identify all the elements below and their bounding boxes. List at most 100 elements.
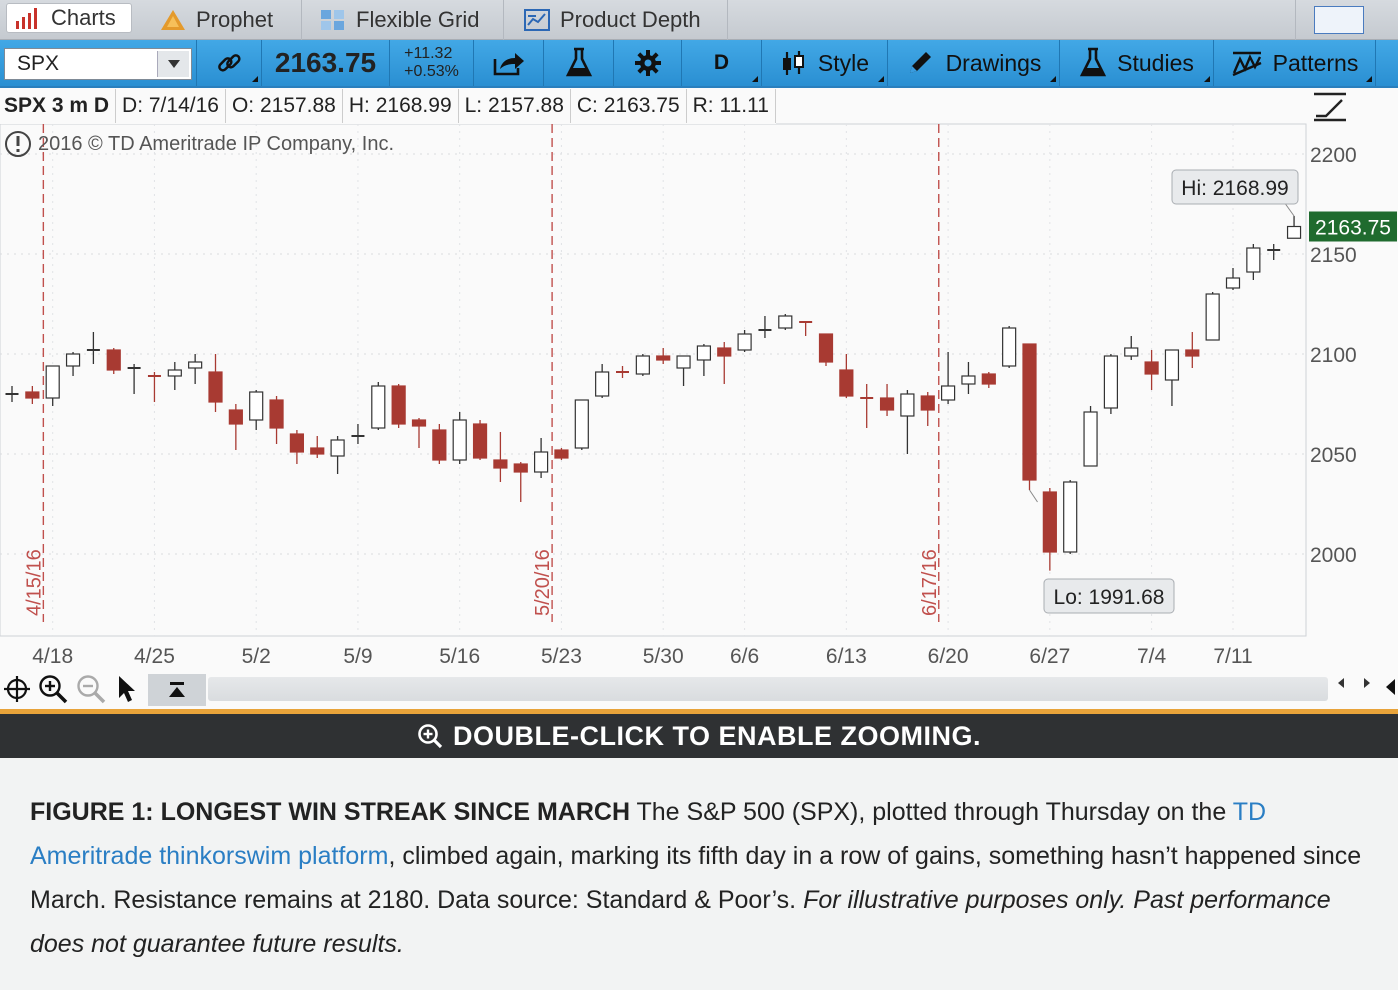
aggregation-button[interactable]: D	[682, 40, 762, 86]
candle-body	[778, 315, 793, 329]
caption-area	[0, 758, 1398, 990]
x-tick-label: 7/11	[1213, 645, 1252, 668]
candle-body	[289, 433, 304, 453]
bar-close: C: 2163.75	[571, 89, 687, 123]
symbol-input[interactable]: SPX	[4, 48, 192, 80]
candle-body	[920, 395, 935, 411]
copyright-row: 2016 © TD Ameritrade IP Company, Inc.	[4, 130, 394, 158]
chart-tools-bar	[0, 670, 1398, 708]
candle-body	[1124, 347, 1139, 357]
crosshair-tool[interactable]	[0, 672, 34, 706]
pointer-tool[interactable]	[110, 672, 144, 706]
candle-body	[1042, 491, 1057, 553]
link-button[interactable]	[196, 40, 262, 86]
horizontal-scrollbar[interactable]	[208, 677, 1328, 701]
candle-body	[472, 423, 488, 459]
candle-body	[1164, 349, 1180, 381]
candle-body	[228, 409, 243, 425]
change-pct: +0.53%	[404, 63, 459, 80]
candle-body	[879, 397, 895, 411]
x-tick-label: 5/2	[242, 645, 271, 668]
bar-open: O: 2157.88	[226, 89, 343, 123]
candle-body	[1185, 349, 1200, 357]
crosshair-icon	[4, 676, 30, 702]
studies-label: Studies	[1117, 49, 1194, 76]
candle-body	[208, 371, 223, 403]
info-circle-icon[interactable]	[4, 130, 32, 158]
candle-body	[269, 399, 284, 429]
x-tick-label: 4/18	[32, 645, 73, 668]
price-labels: Hi: 2168.99 Lo: 1991.68 2163.75	[1029, 169, 1397, 614]
x-tick-label: 5/30	[643, 645, 684, 668]
tab-divider	[1295, 0, 1296, 40]
style-label: Style	[817, 49, 870, 76]
scroll-left-button[interactable]	[1336, 676, 1346, 693]
candle-body	[656, 355, 671, 361]
flask-button[interactable]	[544, 40, 614, 86]
patterns-icon	[1232, 51, 1262, 77]
bar-date: D: 7/14/16	[116, 89, 226, 123]
settings-button[interactable]	[614, 40, 682, 86]
zoom-in-tool[interactable]	[36, 672, 70, 706]
style-button[interactable]: Style	[762, 40, 888, 86]
share-icon	[493, 53, 524, 76]
patterns-button[interactable]: Patterns	[1214, 40, 1376, 86]
zoom-out-tool[interactable]	[74, 672, 108, 706]
link-icon	[218, 54, 241, 72]
tab-flexible-grid[interactable]: Flexible Grid	[302, 0, 504, 40]
zoom-banner-icon	[417, 723, 443, 749]
zoom-out-icon	[77, 675, 106, 704]
tab-prophet[interactable]: Prophet	[140, 0, 302, 40]
studies-button[interactable]: Studies	[1060, 40, 1214, 86]
chevron-left-icon	[1338, 678, 1344, 688]
triangle-icon	[160, 8, 186, 32]
tab-charts[interactable]: Charts	[6, 3, 132, 33]
candle-body	[595, 371, 610, 397]
candle-body	[310, 447, 325, 455]
candle-body	[1103, 355, 1119, 409]
candle-body	[330, 439, 345, 457]
candle-body	[106, 349, 121, 371]
event-label: 4/15/16	[23, 549, 45, 616]
candle-body	[45, 365, 60, 399]
chevron-down-icon	[167, 60, 180, 68]
window-layout-button[interactable]	[1314, 6, 1364, 34]
y-tick-label: 2100	[1310, 344, 1357, 367]
caret-left-icon	[1386, 679, 1395, 695]
scroll-to-end-button[interactable]	[148, 674, 206, 706]
candle-body	[1063, 481, 1078, 553]
share-button[interactable]	[474, 40, 544, 86]
candle-body	[411, 419, 427, 427]
zoom-banner-text: DOUBLE-CLICK TO ENABLE ZOOMING.	[453, 720, 981, 751]
aggregation-label: D	[713, 51, 730, 74]
candlestick-chart[interactable]: 4/15/16 5/20/16 6/17/16 2200 2150 2100 2050 20…	[0, 88, 1398, 670]
copyright-text: 2016 © TD Ameritrade IP Company, Inc.	[38, 132, 395, 155]
candle-body	[371, 385, 386, 429]
pencil-icon	[909, 52, 931, 73]
patterns-label: Patterns	[1272, 49, 1359, 76]
scroll-right-button[interactable]	[1362, 676, 1372, 693]
banner-accent-line	[0, 709, 1398, 714]
collapse-panel-button[interactable]	[1384, 678, 1396, 699]
candle-body	[188, 361, 203, 369]
candle-body	[940, 385, 956, 401]
studies-flask-icon	[1080, 47, 1107, 77]
tab-product-depth[interactable]: Product Depth	[504, 0, 728, 40]
candle-body	[676, 355, 691, 369]
candle-body	[981, 373, 996, 385]
candle-body	[1144, 361, 1159, 375]
zoom-banner[interactable]: DOUBLE-CLICK TO ENABLE ZOOMING.	[0, 714, 1398, 758]
tab-prophet-label: Prophet	[196, 7, 274, 32]
x-tick-label: 4/25	[134, 645, 175, 668]
symbol-dropdown-button[interactable]	[157, 51, 189, 77]
y-tick-label: 2000	[1310, 544, 1357, 567]
candle-style-icon	[782, 51, 804, 75]
studies-caret	[1204, 76, 1210, 82]
event-label: 6/17/16	[919, 549, 941, 616]
candle-body	[574, 399, 589, 449]
x-tick-label: 6/6	[730, 645, 759, 668]
drawings-button[interactable]: Drawings	[888, 40, 1060, 86]
caption-link[interactable]: TD Ameritrade thinkorswim platform	[30, 798, 1267, 870]
candle-body	[1022, 343, 1037, 481]
chart-style-toggle[interactable]	[1310, 88, 1350, 124]
